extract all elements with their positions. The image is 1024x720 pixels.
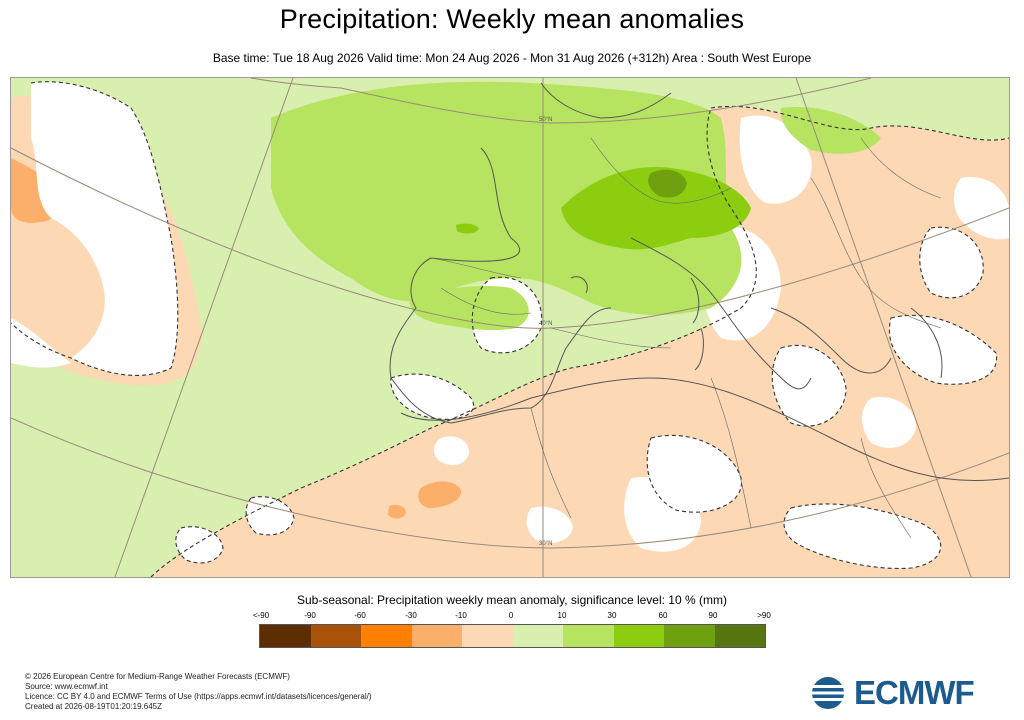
legend-tick: -60: [354, 611, 366, 620]
legend-tick: 10: [557, 611, 567, 620]
significance-contours: [11, 81, 1009, 577]
legend-swatch-3: [411, 625, 462, 647]
map-panel[interactable]: 50°N 40°N 30°N: [10, 77, 1010, 578]
legend-swatch-5: [512, 625, 563, 647]
ecmwf-logo-text: ECMWF: [854, 674, 975, 711]
positive-anomaly-alps: [561, 167, 751, 250]
legend-swatch-6: [563, 625, 614, 647]
negative-anomaly-spot-3: [388, 504, 406, 519]
legend-tick: 60: [658, 611, 668, 620]
chart-title: Precipitation: Weekly mean anomalies: [279, 4, 745, 34]
positive-anomaly-alps-core: [648, 169, 687, 198]
positive-anomaly-france: [271, 81, 742, 315]
legend-tick: 90: [708, 611, 718, 620]
legend-swatch-4: [462, 625, 513, 647]
legend-tick: >90: [757, 611, 771, 620]
legend-tick: -30: [405, 611, 417, 620]
chart-subtitle: Base time: Tue 18 Aug 2026 Valid time: M…: [212, 51, 812, 65]
coastlines: [389, 82, 1009, 482]
legend-tick: -10: [455, 611, 467, 620]
lat-label-50: 50°N: [539, 117, 552, 123]
footer-copyright: © 2026 European Centre for Medium-Range …: [25, 672, 290, 681]
legend-swatch-7: [613, 625, 664, 647]
legend-tick: 30: [607, 611, 617, 620]
legend-tick: -90: [304, 611, 316, 620]
ecmwf-globe-icon: [808, 677, 848, 709]
positive-anomaly-iberia-north: [409, 286, 529, 331]
positive-anomaly-balkan: [780, 107, 881, 154]
non-significant-areas: [11, 81, 1009, 569]
lat-label-40: 40°N: [539, 321, 552, 327]
footer-source: Source: www.ecmwf.int: [25, 682, 108, 691]
ecmwf-logo[interactable]: ECMWF: [806, 674, 975, 712]
legend-swatch-0: [260, 625, 311, 647]
graticule: [11, 78, 1009, 577]
legend-title: Sub-seasonal: Precipitation weekly mean …: [297, 593, 727, 607]
legend-swatch-8: [664, 625, 715, 647]
legend-colorbar: [259, 624, 766, 648]
footer-created: Created at 2026-08-19T01:20:19.645Z: [25, 702, 162, 711]
country-borders: [430, 137, 942, 539]
negative-anomaly-spot-2: [418, 481, 462, 508]
footer: © 2026 European Centre for Medium-Range …: [25, 672, 372, 712]
legend-swatch-2: [361, 625, 412, 647]
legend-swatch-9: [714, 625, 765, 647]
negative-anomaly-east: [151, 106, 1009, 577]
legend-tick: <-90: [252, 611, 270, 620]
legend-tick: 0: [508, 611, 514, 620]
legend-ticks: <-90 -90 -60 -30 -10 0 10 30 60 90 >90: [0, 611, 1024, 623]
lat-label-30: 30°N: [539, 541, 552, 547]
anomaly-map: 50°N 40°N 30°N: [11, 78, 1009, 577]
footer-licence: Licence: CC BY 4.0 and ECMWF Terms of Us…: [25, 692, 372, 701]
positive-anomaly-spot-france: [456, 223, 479, 234]
legend-swatch-1: [310, 625, 361, 647]
